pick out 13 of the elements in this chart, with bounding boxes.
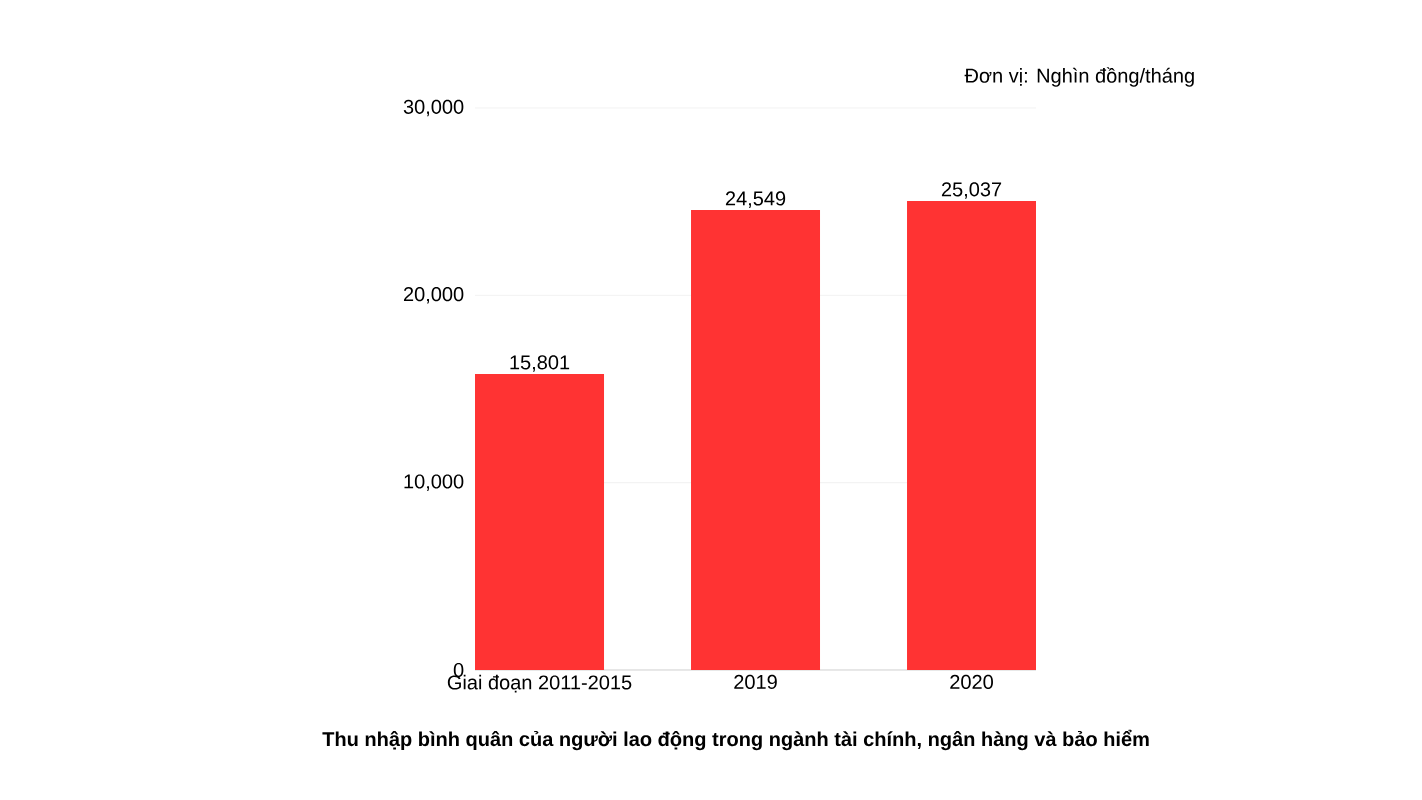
y-tick-label: 20,000 — [403, 287, 464, 304]
bar — [907, 200, 1037, 670]
y-tick-label: 10,000 — [404, 474, 464, 491]
data-label: 15,801 — [510, 355, 570, 372]
bar — [475, 373, 605, 670]
data-label: 24,549 — [725, 191, 786, 208]
bar — [691, 210, 821, 670]
y-tick-label: 30,000 — [403, 99, 464, 117]
text: Đơn vị: Nghìn đồng/tháng — [964, 67, 1194, 87]
x-tick-label: 2019 — [734, 674, 777, 690]
text: Thu nhập bình quân của người lao động trong ngành tài chính, ngân hàng và bảo hiểm — [322, 729, 1149, 751]
x-tick-label: 2020 — [950, 674, 993, 690]
data-label: 25,037 — [941, 182, 1002, 199]
